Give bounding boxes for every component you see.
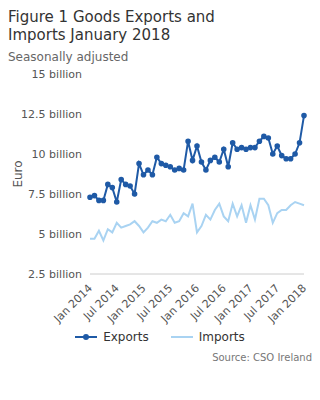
- html-text:Figure 1 Goods Exports and Imp: Figure 1 Goods Exports and Imports Janua…: [8, 8, 215, 44]
- svg-text:5 billion: 5 billion: [39, 228, 82, 241]
- svg-text:Jul 2014: Jul 2014: [80, 281, 122, 323]
- svg-text:Euro: Euro: [11, 160, 25, 187]
- svg-text:Jan 2017: Jan 2017: [212, 281, 256, 326]
- html-text:Imports: Imports: [198, 330, 245, 344]
- html-text:Exports: Exports: [103, 330, 149, 344]
- html-text:Source: CSO Ireland: Source: CSO Ireland: [212, 352, 312, 363]
- svg-text:Jan 2015: Jan 2015: [105, 281, 149, 326]
- svg-text:Jul 2015: Jul 2015: [134, 281, 176, 323]
- svg-text:Jul 2016: Jul 2016: [187, 281, 229, 323]
- svg-text:7.5 billion: 7.5 billion: [28, 188, 82, 201]
- svg-text:Jul 2017: Jul 2017: [241, 281, 283, 323]
- svg-text:Jan 2018: Jan 2018: [265, 282, 309, 326]
- svg-text:12.5 billion: 12.5 billion: [21, 108, 82, 121]
- svg-text:Jan 2016: Jan 2016: [158, 281, 202, 326]
- svg-text:2.5 billion: 2.5 billion: [28, 268, 82, 281]
- svg-text:10 billion: 10 billion: [32, 148, 82, 161]
- html-text:Seasonally adjusted: Seasonally adjusted: [8, 50, 129, 64]
- svg-text:15 billion: 15 billion: [32, 68, 82, 81]
- svg-text:Jan 2014: Jan 2014: [51, 281, 95, 326]
